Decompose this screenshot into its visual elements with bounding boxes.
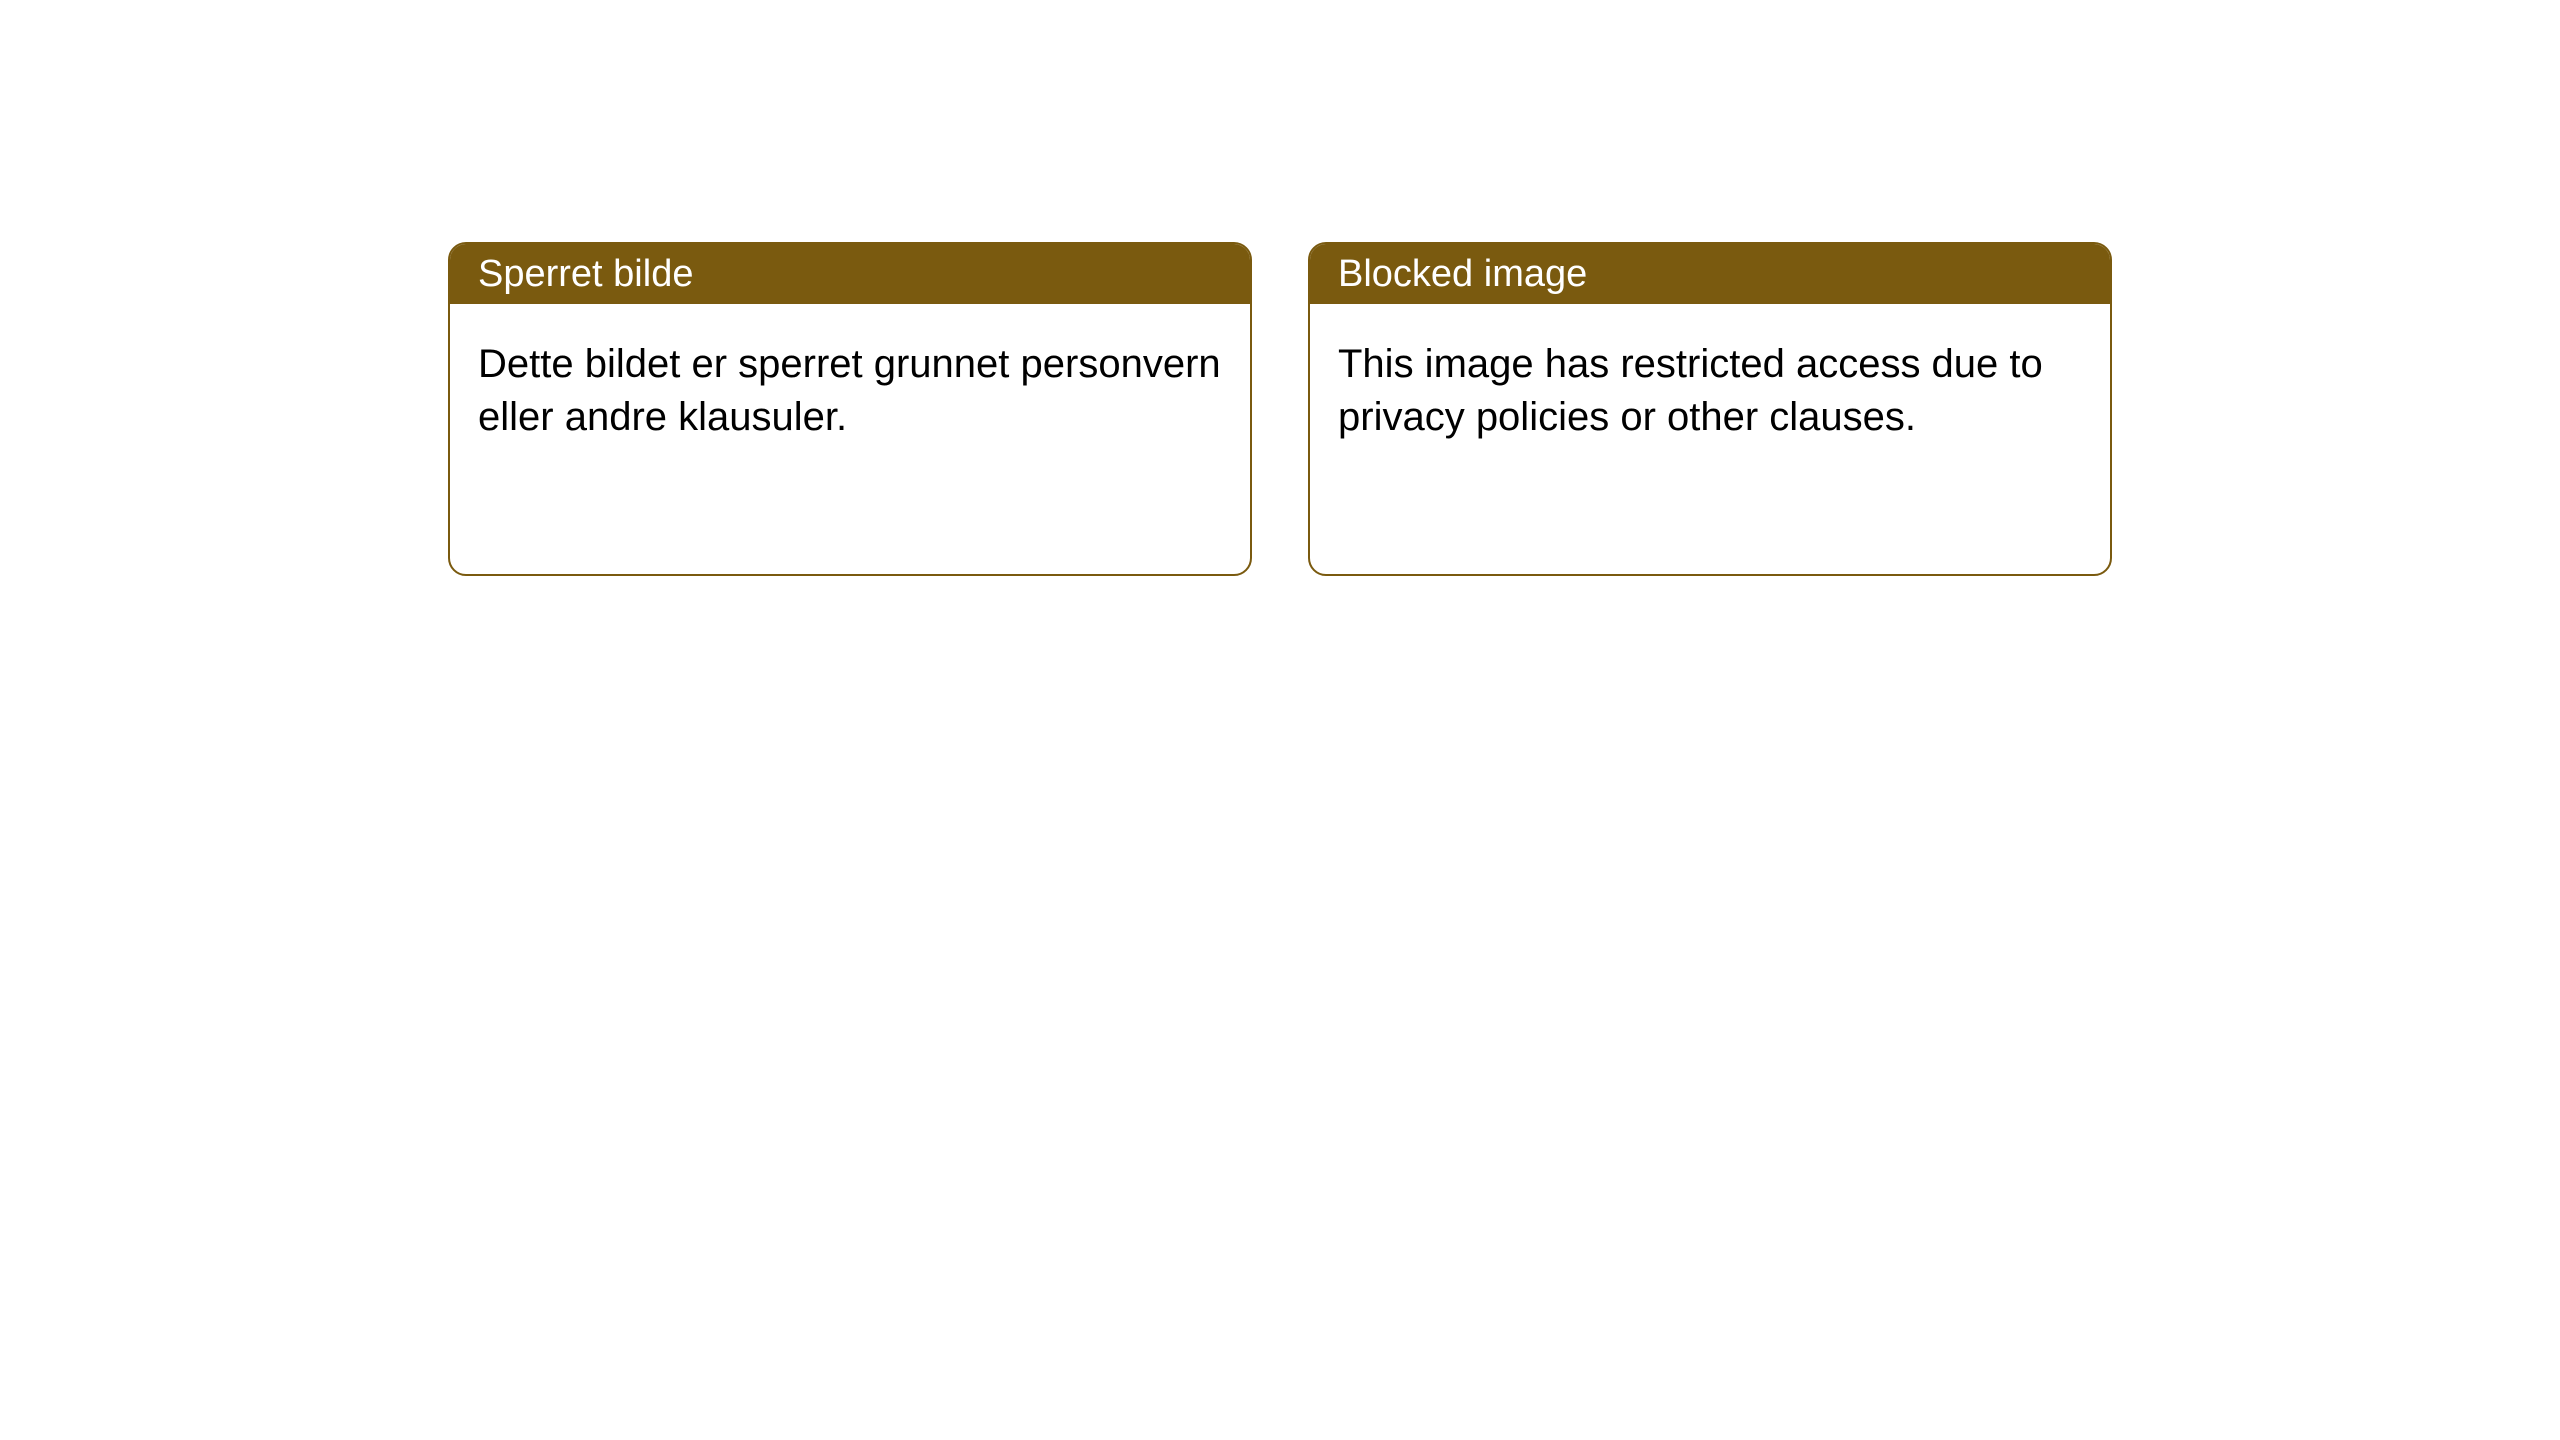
- notice-title-norwegian: Sperret bilde: [450, 244, 1250, 304]
- notice-container: Sperret bilde Dette bildet er sperret gr…: [0, 0, 2560, 576]
- notice-body-norwegian: Dette bildet er sperret grunnet personve…: [450, 304, 1250, 478]
- notice-title-english: Blocked image: [1310, 244, 2110, 304]
- notice-card-norwegian: Sperret bilde Dette bildet er sperret gr…: [448, 242, 1252, 576]
- notice-body-english: This image has restricted access due to …: [1310, 304, 2110, 478]
- notice-card-english: Blocked image This image has restricted …: [1308, 242, 2112, 576]
